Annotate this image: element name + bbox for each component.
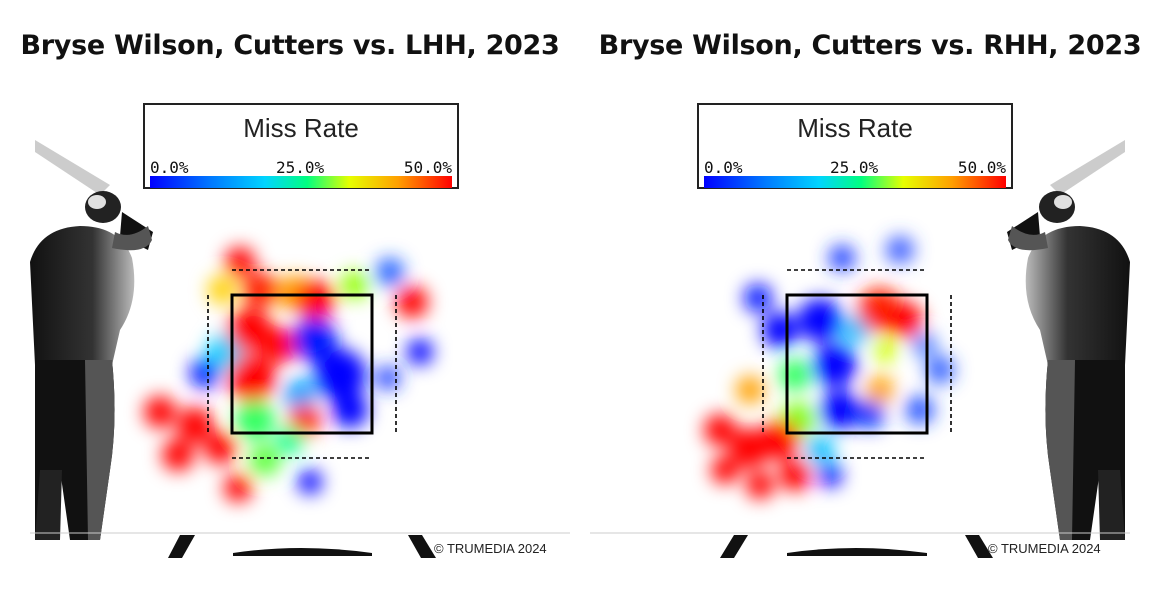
- strike-zone-lhh: [207, 269, 397, 459]
- heatmap-blobs-lhh: [144, 247, 433, 502]
- home-plate-area-rhh: [590, 532, 1130, 558]
- legend-tick-mid: 25.0%: [276, 158, 325, 177]
- heatmap-svg-rhh: [590, 140, 1130, 558]
- legend-tick-mid: 25.0%: [830, 158, 879, 177]
- legend-tick-max: 50.0%: [403, 158, 452, 177]
- heatmap-svg-lhh: [30, 140, 570, 558]
- legend-color-bar: [704, 176, 1006, 188]
- legend-tick-min: 0.0%: [150, 158, 189, 177]
- batter-silhouette-right: [1007, 140, 1130, 540]
- legend-tick-max: 50.0%: [957, 158, 1006, 177]
- color-legend: Miss Rate 0.0% 25.0% 50.0%: [143, 103, 459, 189]
- heatmap-blobs-rhh: [704, 236, 954, 499]
- color-legend: Miss Rate 0.0% 25.0% 50.0%: [697, 103, 1013, 189]
- watermark-text: © TRUMEDIA 2024: [434, 541, 547, 556]
- chart-title: Bryse Wilson, Cutters vs. LHH, 2023: [20, 30, 560, 61]
- batter-silhouette-left: [30, 140, 153, 540]
- chart-title: Bryse Wilson, Cutters vs. RHH, 2023: [598, 30, 1142, 61]
- legend-title: Miss Rate: [797, 113, 913, 143]
- legend-title: Miss Rate: [243, 113, 359, 143]
- home-plate-area-lhh: [30, 532, 570, 558]
- heatmap-panel-rhh: Bryse Wilson, Cutters vs. RHH, 2023 Miss…: [580, 0, 1160, 589]
- legend-tick-min: 0.0%: [704, 158, 743, 177]
- legend-color-bar: [150, 176, 452, 188]
- heatmap-panel-lhh: Bryse Wilson, Cutters vs. LHH, 2023 Miss…: [20, 30, 570, 558]
- watermark-text: © TRUMEDIA 2024: [988, 541, 1101, 556]
- strike-zone-rhh: [762, 269, 952, 459]
